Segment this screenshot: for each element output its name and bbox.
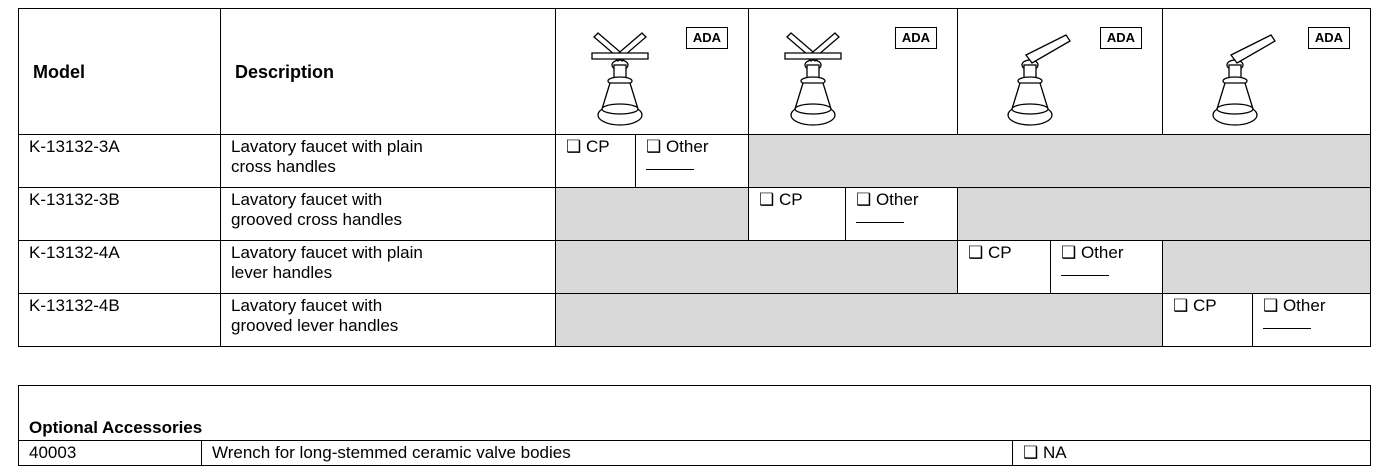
description: Lavatory faucet with plain lever handles [220, 240, 556, 294]
option-label: ❑ Other [856, 190, 919, 209]
description-line: Lavatory faucet with plain [231, 243, 423, 262]
unavailable [957, 187, 1371, 241]
header-icon-cell: ADA [1162, 8, 1371, 135]
description-line: grooved cross handles [231, 210, 403, 229]
table-row: K-13132-3B Lavatory faucet with grooved cr… [18, 187, 1371, 241]
description: Lavatory faucet with grooved cross handle… [220, 187, 556, 241]
model-table: Model Description ADA ADA ADA ADA K-1313… [18, 8, 1371, 347]
description-line: lever handles [231, 263, 333, 282]
description-line: Lavatory faucet with [231, 296, 383, 315]
fill-blank [1061, 263, 1109, 276]
model: K-13132-4A [18, 240, 221, 294]
accessory-row: 40003 Wrench for long-stemmed ceramic val… [18, 440, 1372, 466]
option: ❑ Other [1252, 293, 1371, 347]
table-row: K-13132-4A Lavatory faucet with plain leve… [18, 240, 1371, 294]
description-line: grooved lever handles [231, 316, 399, 335]
description: Wrench for long-stemmed ceramic valve bo… [201, 440, 1013, 466]
option: ❑ CP [1162, 293, 1253, 347]
option: ❑ CP [555, 134, 636, 188]
model: K-13132-4B [18, 293, 221, 347]
option-label: ❑ Other [1263, 296, 1326, 315]
option-label: ❑ CP [759, 190, 803, 209]
ada-badge: ADA [1099, 27, 1142, 49]
option: ❑ Other [635, 134, 749, 188]
ada-badge: ADA [685, 27, 728, 49]
unavailable [555, 293, 1163, 347]
header-description: Description [220, 8, 556, 135]
fill-blank [856, 210, 904, 223]
unavailable [1162, 240, 1371, 294]
header-icon-cell: ADA [957, 8, 1163, 135]
table-row: K-13132-3A Lavatory faucet with plain cros… [18, 134, 1371, 188]
option: ❑ Other [1050, 240, 1163, 294]
description-line: Lavatory faucet with plain [231, 137, 423, 156]
option-label: ❑ Other [646, 137, 709, 156]
option-label: ❑ CP [968, 243, 1012, 262]
option-label: ❑ CP [1173, 296, 1217, 315]
option-label: ❑ NA [1011, 440, 1372, 466]
faucet-icon [1007, 34, 1071, 126]
option-label: ❑ Other [1061, 243, 1124, 262]
fill-blank [1263, 316, 1311, 329]
description: Lavatory faucet with grooved lever handle… [220, 293, 556, 347]
description-line: Lavatory faucet with [231, 190, 383, 209]
unavailable [555, 240, 958, 294]
model: 40003 [18, 440, 202, 466]
description: Lavatory faucet with plain cross handles [220, 134, 556, 188]
unavailable [555, 187, 749, 241]
option: ❑ Other [845, 187, 958, 241]
accessories-title: Optional Accessories [17, 385, 1372, 441]
header-row: Model Description ADA ADA ADA ADA [18, 8, 1371, 135]
model: K-13132-3B [18, 187, 221, 241]
option: ❑ CP [957, 240, 1051, 294]
faucet-icon [1212, 34, 1276, 126]
table-row: K-13132-4B Lavatory faucet with grooved le… [18, 293, 1371, 347]
unavailable [748, 134, 1371, 188]
faucet-icon [784, 32, 842, 126]
model: K-13132-3A [18, 134, 221, 188]
faucet-icon [591, 32, 649, 126]
description-line: cross handles [231, 157, 336, 176]
header-icon-cell: ADA [555, 8, 749, 135]
ada-badge: ADA [894, 27, 937, 49]
fill-blank [646, 157, 694, 170]
option: ❑ CP [748, 187, 846, 241]
header-icon-cell: ADA [748, 8, 958, 135]
accessories-table: Optional Accessories 40003 Wrench for lon… [17, 385, 1372, 466]
option-label: ❑ CP [566, 137, 610, 156]
ada-badge: ADA [1307, 27, 1350, 49]
header-model: Model [18, 8, 221, 135]
